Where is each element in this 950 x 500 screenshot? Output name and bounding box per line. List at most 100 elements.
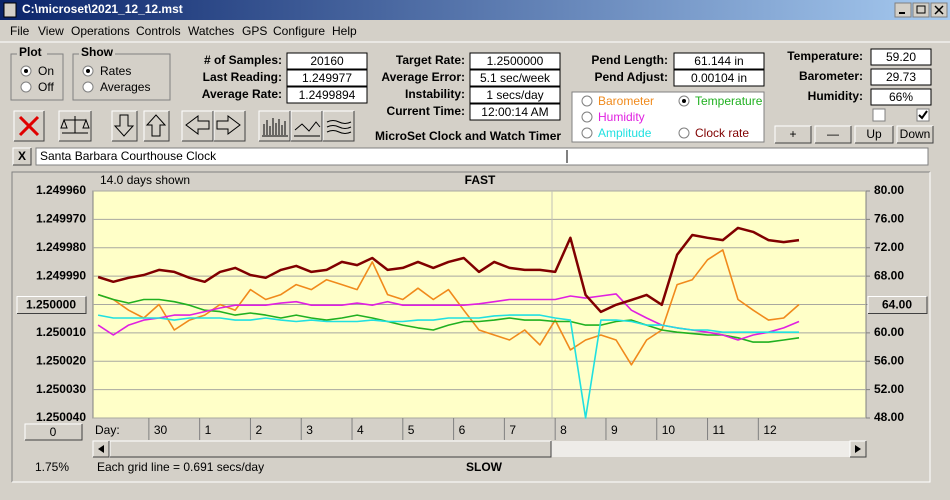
- control-button[interactable]: [897, 126, 933, 143]
- field-label: Current Time:: [387, 104, 465, 118]
- value-text: 20160: [310, 54, 344, 68]
- toolbar-button-edge: [143, 110, 169, 141]
- control-button-edge: [814, 125, 851, 143]
- reference-label: 64.00: [882, 298, 912, 312]
- menu-item[interactable]: File: [10, 24, 30, 38]
- maximize-button[interactable]: [912, 2, 930, 18]
- minimize-button[interactable]: [894, 2, 912, 18]
- radio-label: Averages: [100, 80, 150, 94]
- close-clock-button[interactable]: [13, 148, 31, 165]
- check-mark: [918, 110, 928, 120]
- toolbar-button-edge: [214, 111, 246, 142]
- window-controls[interactable]: [894, 2, 948, 18]
- chart-panel-edge: [12, 172, 931, 483]
- legend-label: Temperature: [695, 94, 763, 108]
- control-button-edge: [897, 126, 934, 144]
- toolbar-button-edge: [13, 110, 44, 141]
- radio-button[interactable]: [581, 95, 593, 107]
- reference-button[interactable]: [868, 296, 927, 314]
- title-bar: [0, 0, 950, 20]
- toolbar-button[interactable]: [214, 111, 245, 141]
- menu-item[interactable]: Watches: [188, 24, 234, 38]
- checkbox[interactable]: [872, 108, 886, 122]
- button-label: +: [789, 127, 796, 141]
- y2-tick-label: 80.00: [874, 183, 904, 197]
- value-text: 1.2500000: [487, 54, 544, 68]
- scroll-thumb[interactable]: [110, 441, 551, 457]
- toolbar-button-edge: [58, 110, 91, 141]
- x-tick-label: 2: [255, 423, 262, 437]
- value-box: [469, 103, 561, 121]
- value-text: 5.1 sec/week: [480, 71, 551, 85]
- percent-label: 1.75%: [35, 460, 69, 474]
- y2-tick-label: 60.00: [874, 325, 904, 339]
- menu-item[interactable]: Configure: [273, 24, 325, 38]
- reference-button-edge: [17, 296, 87, 314]
- bars-icon: [262, 118, 288, 137]
- clock-name: Santa Barbara Courthouse Clock: [40, 149, 217, 163]
- y-tick-label: 1.250020: [36, 353, 86, 367]
- radio-dot: [24, 69, 28, 73]
- toolbar-button-edge: [14, 111, 45, 142]
- scale-icon: [60, 116, 90, 134]
- down-arrow-icon: [113, 114, 135, 137]
- control-button-edge: [855, 126, 894, 144]
- value-text: 0.00104 in: [691, 71, 747, 85]
- app-caption: MicroSet Clock and Watch Timer: [375, 129, 561, 143]
- reference-button[interactable]: [17, 296, 86, 314]
- y-tick-label: 1.249970: [36, 212, 86, 226]
- offset-button[interactable]: [25, 424, 82, 440]
- x-tick-label: 5: [408, 423, 415, 437]
- offset-label: 0: [50, 425, 57, 439]
- app-icon: [3, 2, 17, 18]
- scroll-thumb-edge: [109, 440, 551, 457]
- reference-label: 1.250000: [26, 298, 76, 312]
- right-arrow-icon: [216, 115, 241, 135]
- toolbar-button[interactable]: [323, 111, 354, 141]
- radio-button[interactable]: [581, 111, 593, 123]
- scroll-right-edge: [849, 440, 866, 457]
- scroll-thumb-edge: [110, 441, 552, 458]
- toolbar-button-edge: [111, 110, 137, 141]
- x-tick-label: 9: [611, 423, 618, 437]
- radio-button[interactable]: [581, 127, 593, 139]
- menu-item[interactable]: GPS: [242, 24, 267, 38]
- y2-tick-label: 52.00: [874, 382, 904, 396]
- menu-item[interactable]: Controls: [136, 24, 181, 38]
- scroll-left-glyph: [98, 445, 104, 453]
- field-label: Humidity:: [808, 89, 863, 103]
- legend-label: Amplitude: [598, 126, 652, 140]
- close-glyph: [934, 5, 944, 15]
- radio-button[interactable]: [678, 127, 690, 139]
- y-tick-label: 1.250040: [36, 410, 86, 424]
- value-box: [673, 52, 765, 70]
- radio-button[interactable]: [20, 81, 32, 93]
- series-options-box: [571, 91, 765, 143]
- control-button[interactable]: [855, 126, 893, 143]
- y-tick-label: 1.249980: [36, 240, 86, 254]
- radio-button[interactable]: [82, 81, 94, 93]
- field-label: Pend Adjust:: [594, 70, 668, 84]
- control-button[interactable]: [815, 126, 851, 143]
- control-button-edge: [775, 126, 812, 144]
- toolbar-button-edge: [182, 111, 214, 142]
- button-label: —: [827, 127, 839, 141]
- menu-item[interactable]: Help: [332, 24, 357, 38]
- legend-label: Clock rate: [695, 126, 749, 140]
- chart-panel-edge: [11, 171, 930, 482]
- toolbar: [18, 114, 352, 137]
- scroll-right-edge: [850, 441, 867, 458]
- toolbar-button-edge: [322, 110, 354, 141]
- group-title-bg: [79, 47, 115, 59]
- menu-item[interactable]: Operations: [71, 24, 130, 38]
- radio-dot: [682, 99, 686, 103]
- value-text: 61.144 in: [694, 54, 743, 68]
- value-text: 12:00:14 AM: [481, 105, 548, 119]
- toolbar-button-edge: [259, 111, 291, 142]
- control-button-edge: [896, 125, 933, 143]
- maximize-glyph: [916, 5, 926, 14]
- control-button[interactable]: [775, 126, 811, 143]
- menu-item[interactable]: View: [38, 24, 64, 38]
- clock-name-input[interactable]: [35, 147, 929, 166]
